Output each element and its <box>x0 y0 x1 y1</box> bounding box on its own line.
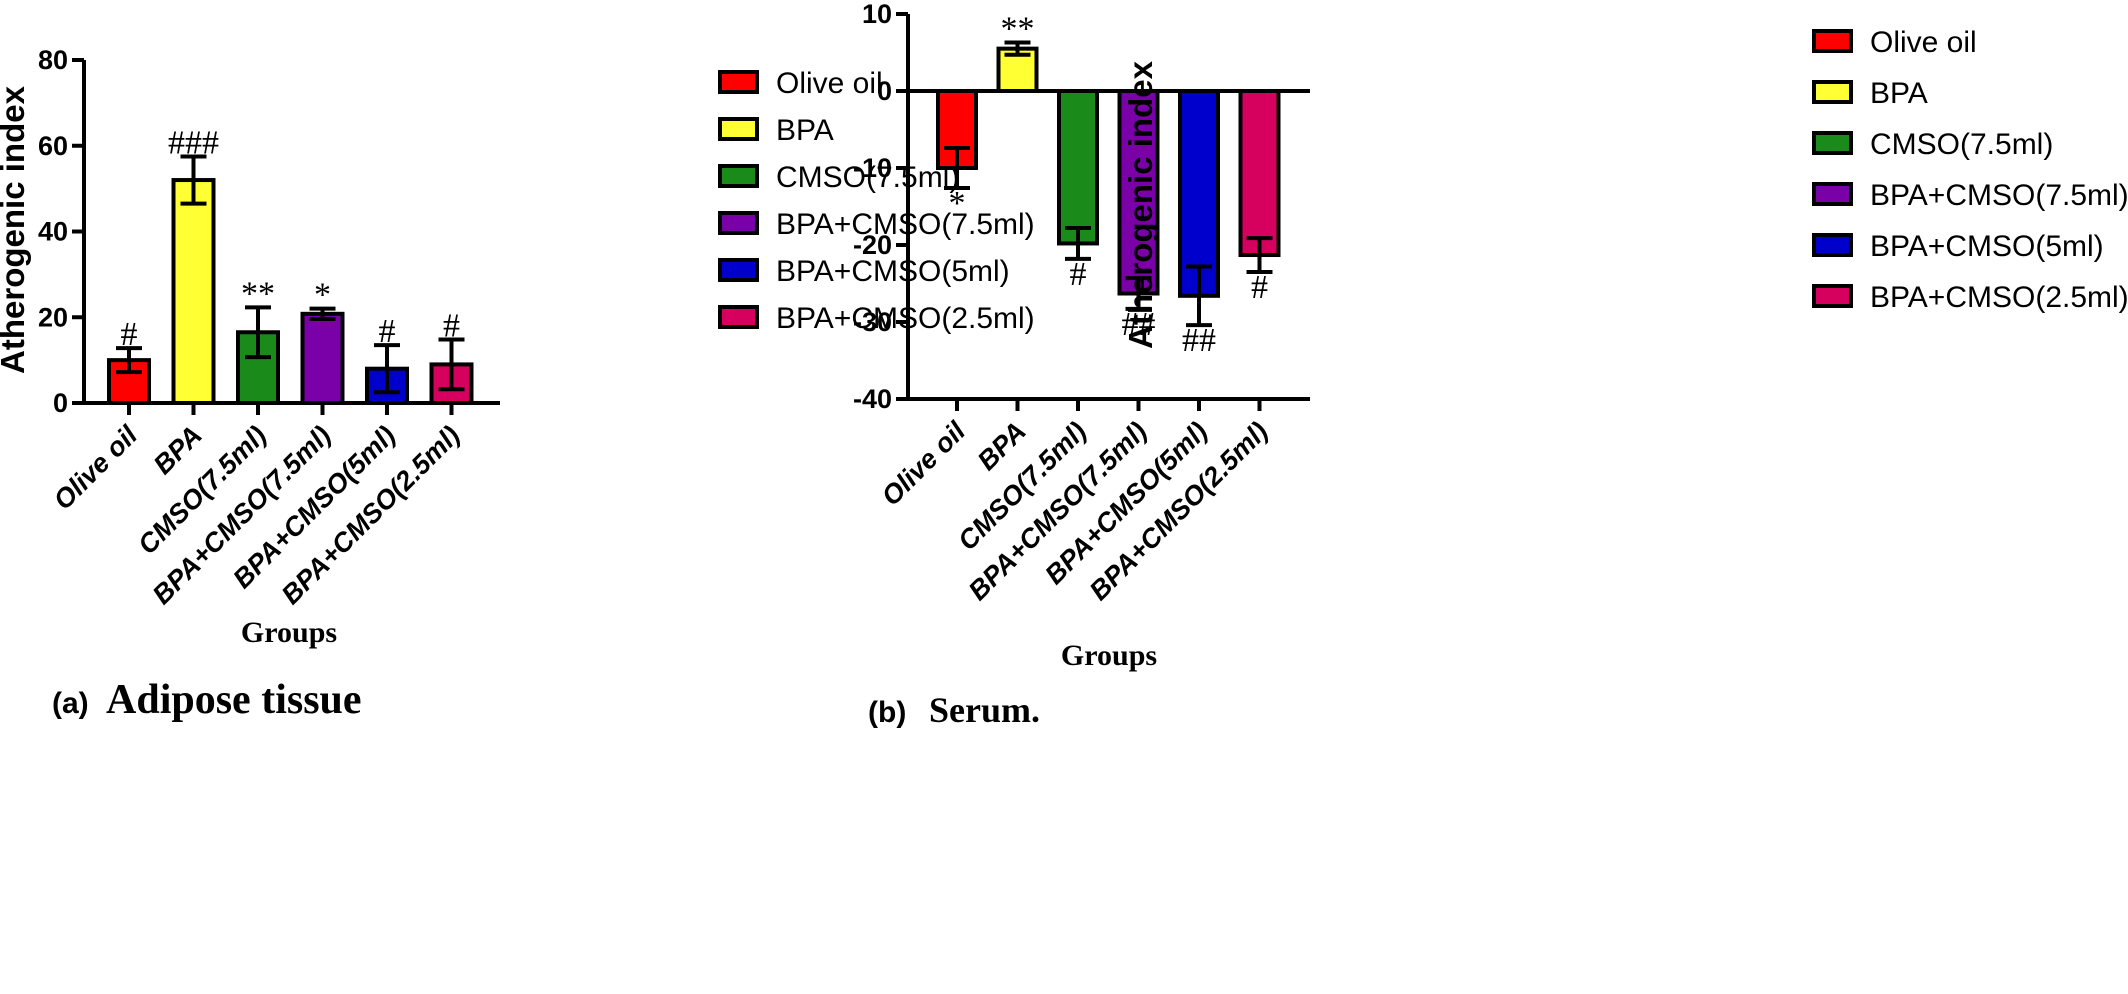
bar-3 <box>1057 89 1099 246</box>
y-tick-label: -10 <box>853 153 892 183</box>
legend-label-1: Olive oil <box>776 67 883 100</box>
legend-swatch-4 <box>718 211 759 235</box>
legend-label-3: CMSO(7.5ml) <box>1870 128 2053 161</box>
significance-label-2: ### <box>168 124 219 161</box>
y-tick-label: 80 <box>38 45 68 75</box>
y-tick-label: -30 <box>853 307 892 337</box>
significance-label-5: ## <box>1182 322 1216 359</box>
legend-swatch-4 <box>1812 182 1853 206</box>
legend-label-5: BPA+CMSO(5ml) <box>1870 230 2104 263</box>
significance-label-1: # <box>121 316 138 353</box>
y-tick-label: 0 <box>877 76 892 106</box>
bar-4 <box>300 311 345 406</box>
legend-swatch-1 <box>1812 29 1853 53</box>
x-axis-title: Groups <box>241 616 337 649</box>
significance-label-6: # <box>443 308 460 345</box>
category-label-1: Olive oil <box>48 420 144 516</box>
significance-label-4: * <box>314 277 331 314</box>
bar-4 <box>1117 89 1160 296</box>
y-axis-title: Atherogenic index <box>1122 60 1159 349</box>
legend-label-6: BPA+CMSO(2.5ml) <box>776 302 1035 335</box>
y-tick-label: 0 <box>53 388 68 418</box>
legend-label-3: CMSO(7.5ml) <box>776 161 959 194</box>
legend-label-1: Olive oil <box>1870 26 1977 59</box>
bar-2 <box>171 178 216 405</box>
y-axis-title: Atherogenic index <box>0 85 31 374</box>
panel-letter: (b) <box>868 696 906 729</box>
significance-label-2: ** <box>1001 10 1035 47</box>
significance-label-3: # <box>1070 256 1087 293</box>
panel-letter: (a) <box>52 687 89 720</box>
legend-swatch-1 <box>718 70 759 94</box>
legend-swatch-2 <box>1812 80 1853 104</box>
panel-title: Serum. <box>929 690 1040 730</box>
legend-swatch-6 <box>718 305 759 329</box>
x-axis-title: Groups <box>1061 639 1157 672</box>
significance-label-5: # <box>379 313 396 350</box>
significance-label-3: ** <box>241 275 275 312</box>
category-label-1: Olive oil <box>876 416 972 512</box>
panel-b-serum: 10 0 -10 -20 -30 -40 * Olive oil ** BPA # CMSO(7.5m… <box>853 0 2128 730</box>
y-tick-label: 60 <box>38 131 68 161</box>
legend-label-2: BPA <box>776 114 834 147</box>
y-tick-label: -20 <box>853 230 892 260</box>
bar-6 <box>1238 89 1281 258</box>
significance-label-1: * <box>949 185 966 222</box>
significance-label-4: ## <box>1122 306 1156 343</box>
legend-swatch-3 <box>718 164 759 188</box>
y-tick-label: 40 <box>38 217 68 247</box>
y-tick-label: 10 <box>862 0 892 29</box>
legend-label-4: BPA+CMSO(7.5ml) <box>1870 179 2128 212</box>
legend-swatch-6 <box>1812 284 1853 308</box>
legend-swatch-2 <box>718 117 759 141</box>
legend-swatch-5 <box>1812 233 1853 257</box>
panel-title: Adipose tissue <box>106 677 362 723</box>
legend-label-2: BPA <box>1870 77 1928 110</box>
legend-swatch-5 <box>718 258 759 282</box>
y-tick-label: -40 <box>853 384 892 414</box>
legend-label-6: BPA+CMSO(2.5ml) <box>1870 281 2128 314</box>
legend-label-5: BPA+CMSO(5ml) <box>776 255 1010 288</box>
significance-label-6: # <box>1251 269 1268 306</box>
y-tick-label: 20 <box>38 302 68 332</box>
legend-label-4: BPA+CMSO(7.5ml) <box>776 208 1035 241</box>
legend-swatch-3 <box>1812 131 1853 155</box>
